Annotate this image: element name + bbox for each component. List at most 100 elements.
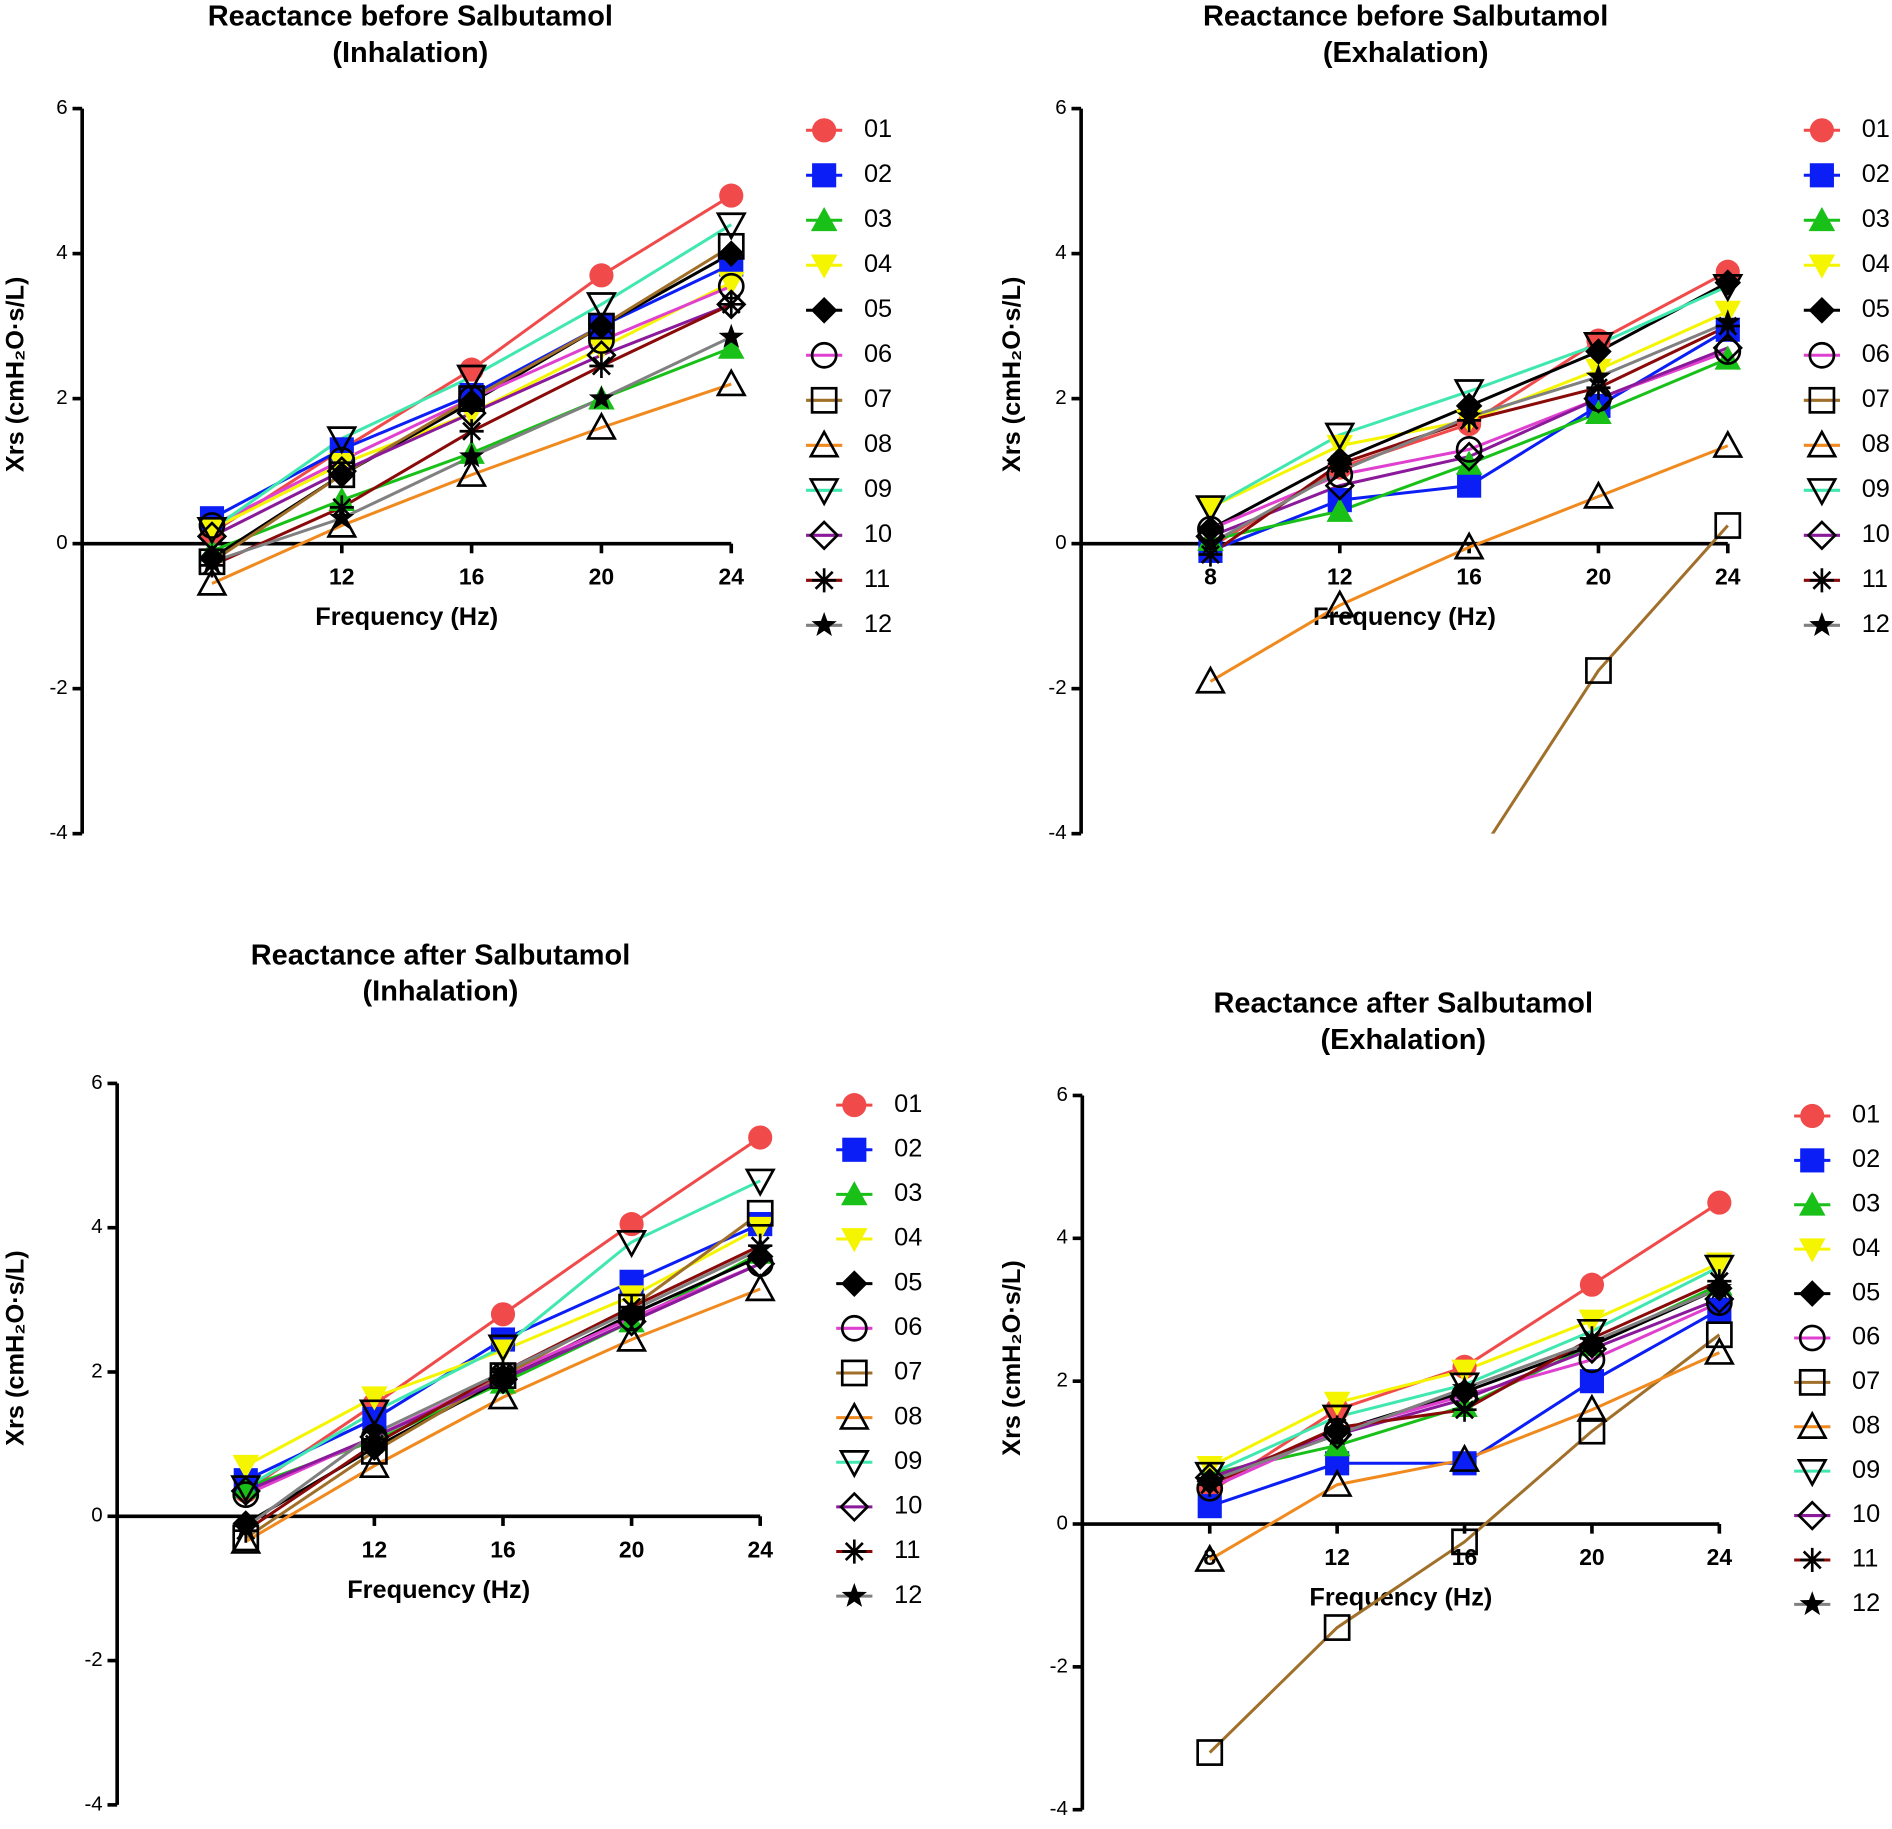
marker: [588, 312, 615, 340]
marker: [1579, 1272, 1605, 1297]
marker: [233, 1513, 259, 1538]
legend-label: 11: [1862, 565, 1888, 593]
legend-marker: [810, 341, 838, 369]
legend-marker: [1808, 386, 1836, 414]
y-tick-label: -2: [1050, 1654, 1068, 1677]
marker: [361, 1386, 388, 1411]
marker: [1455, 435, 1483, 463]
legend-marker: [1797, 1500, 1828, 1531]
chart-title: (Inhalation): [332, 37, 488, 69]
legend-marker: [842, 1093, 867, 1118]
y-tick-label: 4: [91, 1215, 102, 1238]
legend-label: 07: [894, 1358, 922, 1386]
marker: [616, 1229, 648, 1259]
marker: [1578, 1417, 1606, 1445]
marker: [1576, 1393, 1608, 1422]
plot-area: [1194, 259, 1744, 834]
marker: [326, 509, 358, 538]
marker: [1324, 422, 1356, 451]
y-tick-label: 2: [1056, 1369, 1067, 1392]
marker: [358, 1399, 390, 1428]
legend-marker: [1808, 297, 1836, 324]
y-tick-label: 0: [1056, 1511, 1067, 1534]
legend-marker: [841, 1270, 868, 1297]
legend-marker: [1800, 1547, 1825, 1573]
marker: [1704, 1283, 1735, 1315]
chart-title: (Exhalation): [1323, 37, 1489, 69]
marker: [1586, 375, 1611, 400]
marker: [1449, 1443, 1481, 1472]
marker: [1715, 309, 1741, 334]
marker: [744, 1168, 776, 1197]
marker: [719, 183, 744, 208]
legend-marker: [1808, 254, 1836, 279]
legend-marker: [808, 429, 840, 458]
x-tick-label: 24: [1707, 1544, 1733, 1570]
marker: [1194, 1543, 1226, 1572]
legend-marker: [1798, 1238, 1826, 1263]
legend-label: 04: [864, 250, 892, 278]
x-tick-label: 20: [1586, 564, 1611, 590]
marker: [487, 1364, 519, 1395]
marker: [490, 1358, 516, 1383]
chart: Reactance after Salbutamol (Exhalation) -4…: [998, 988, 1880, 1820]
legend-marker: [810, 207, 838, 232]
marker: [1706, 1275, 1732, 1300]
legend-marker: [1798, 1191, 1826, 1216]
chart: Reactance before Salbutamol (Inhalation) -…: [2, 1, 892, 844]
y-tick-label: 6: [1056, 1083, 1067, 1106]
marker: [1712, 332, 1743, 364]
legend-label: 01: [1852, 1101, 1880, 1129]
marker: [1196, 1739, 1224, 1766]
series-line: [1209, 284, 1729, 509]
y-tick-label: 2: [1055, 386, 1066, 409]
marker: [230, 1525, 262, 1554]
marker: [232, 1481, 260, 1509]
legend-label: 05: [894, 1268, 922, 1296]
series-line: [1490, 524, 1729, 834]
marker: [1453, 441, 1485, 472]
marker: [1585, 363, 1612, 388]
y-axis-label: Xrs (cmH₂O·s/L): [998, 277, 1026, 473]
legend-label: 12: [864, 610, 892, 638]
legend-label: 04: [894, 1224, 922, 1252]
legend-marker: [1800, 1148, 1825, 1173]
marker: [748, 1125, 773, 1150]
legend-marker: [838, 1401, 870, 1430]
marker: [1712, 429, 1744, 458]
y-tick-label: 6: [91, 1071, 102, 1094]
legend-marker: [1809, 612, 1835, 637]
marker: [1198, 542, 1223, 567]
legend-label: 05: [1862, 295, 1890, 323]
marker: [1323, 1391, 1351, 1416]
legend-marker: [812, 163, 837, 188]
legend-label: 03: [864, 205, 892, 233]
y-tick-label: 0: [91, 1504, 102, 1527]
y-tick-label: -4: [1048, 821, 1066, 844]
marker: [358, 1449, 390, 1478]
legend-label: 10: [894, 1492, 922, 1520]
legend-marker: [1806, 478, 1838, 507]
marker: [328, 461, 356, 489]
legend-label: 09: [1862, 475, 1890, 503]
plot-area: [230, 1125, 776, 1554]
marker: [616, 1323, 648, 1352]
marker: [459, 419, 484, 444]
chart-title: Reactance before Salbutamol: [1203, 1, 1608, 33]
marker: [1453, 531, 1485, 560]
legend-label: 07: [1852, 1367, 1880, 1395]
marker: [1457, 473, 1482, 498]
marker: [585, 411, 617, 440]
legend-label: 01: [894, 1090, 922, 1118]
chart-title: (Inhalation): [363, 976, 519, 1008]
marker: [618, 1297, 645, 1322]
legend-marker: [1796, 1410, 1828, 1439]
legend-label: 08: [1852, 1411, 1880, 1439]
marker: [744, 1272, 776, 1302]
y-tick-label: -4: [84, 1792, 102, 1815]
y-axis-label: Xrs (cmH₂O·s/L): [2, 277, 30, 473]
marker: [1712, 274, 1744, 303]
marker: [1451, 1528, 1478, 1556]
marker: [717, 271, 745, 296]
x-tick-label: 12: [362, 1536, 387, 1562]
